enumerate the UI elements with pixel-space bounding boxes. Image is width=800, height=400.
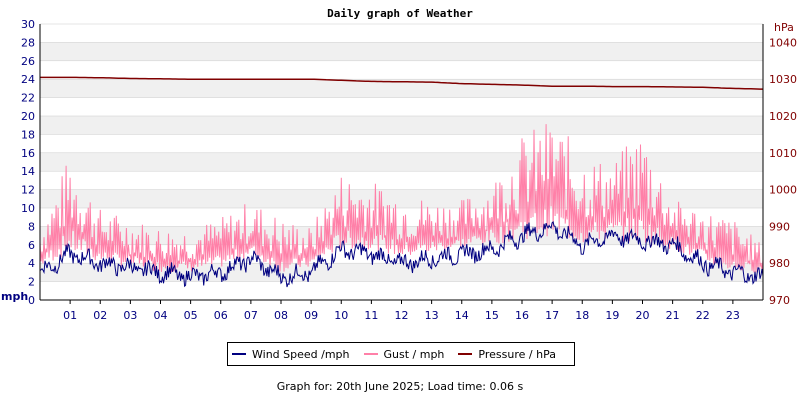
grid-band: [40, 152, 763, 172]
x-axis-tick-label: 19: [605, 309, 619, 322]
x-axis-tick-label: 11: [364, 309, 378, 322]
x-axis-tick-label: 13: [425, 309, 439, 322]
chart-legend: Wind Speed /mph Gust / mph Pressure / hP…: [227, 342, 575, 366]
left-axis-tick-label: 16: [21, 147, 35, 160]
x-axis-tick-label: 18: [575, 309, 589, 322]
x-axis-tick-label: 14: [455, 309, 469, 322]
x-axis-tick-label: 16: [515, 309, 529, 322]
x-axis-tick-label: 05: [184, 309, 198, 322]
grid-band: [40, 42, 763, 61]
left-axis-tick-label: 12: [21, 184, 35, 197]
x-axis-tick-label: 17: [545, 309, 559, 322]
x-axis-tick-label: 07: [244, 309, 258, 322]
x-axis-tick-label: 20: [636, 309, 650, 322]
legend-label-wind: Wind Speed /mph: [252, 347, 350, 361]
left-axis-tick-label: 22: [21, 92, 35, 105]
x-axis-tick-label: 10: [334, 309, 348, 322]
x-axis-tick-label: 09: [304, 309, 318, 322]
x-axis-tick-label: 22: [696, 309, 710, 322]
left-axis-tick-label: 20: [21, 110, 35, 123]
grid-bands: [40, 42, 763, 282]
x-axis-tick-label: 02: [93, 309, 107, 322]
x-axis-tick-label: 04: [154, 309, 168, 322]
grid-band: [40, 189, 763, 208]
x-axis-tick-label: 12: [395, 309, 409, 322]
x-axis-tick-label: 08: [274, 309, 288, 322]
left-axis-tick-label: 28: [21, 36, 35, 49]
left-axis-tick-label: 24: [21, 73, 35, 86]
left-axis-tick-label: 0: [28, 294, 35, 307]
legend-swatch-gust: [363, 353, 378, 355]
right-axis-tick-label: 990: [769, 220, 790, 233]
grid-band: [40, 79, 763, 98]
left-axis-tick-label: 2: [28, 276, 35, 289]
right-axis-tick-label: 1000: [769, 184, 797, 197]
right-axis-tick-label: 1010: [769, 147, 797, 160]
x-axis-tick-label: 21: [666, 309, 680, 322]
right-axis-tick-label: 1030: [769, 73, 797, 86]
grid-band: [40, 116, 763, 135]
x-axis-tick-label: 06: [214, 309, 228, 322]
footer-text: Graph for: 20th June 2025; Load time: 0.…: [276, 380, 524, 393]
right-axis-unit-label: hPa: [774, 21, 794, 34]
pressure-series-line: [40, 76, 763, 90]
left-axis-tick-label: 30: [21, 18, 35, 31]
gust-series-line: [39, 124, 764, 273]
legend-label-pressure: Pressure / hPa: [478, 347, 556, 361]
legend-swatch-pressure: [458, 353, 473, 355]
left-axis-tick-label: 26: [21, 55, 35, 68]
chart-title: Daily graph of Weather: [327, 7, 473, 20]
right-axis-tick-label: 970: [769, 294, 790, 307]
legend-item-wind: Wind Speed /mph: [232, 348, 350, 361]
legend-item-pressure: Pressure / hPa: [458, 348, 556, 361]
left-axis-tick-label: 10: [21, 202, 35, 215]
x-axis-tick-label: 15: [485, 309, 499, 322]
right-axis-tick-label: 1020: [769, 110, 797, 123]
left-axis-tick-label: 6: [28, 239, 35, 252]
legend-item-gust: Gust / mph: [363, 347, 445, 361]
plot-series: [39, 76, 764, 288]
x-axis-tick-label: 01: [63, 309, 77, 322]
legend-label-gust: Gust / mph: [383, 347, 445, 361]
right-axis-tick-label: 1040: [769, 36, 797, 49]
left-axis-tick-label: 8: [28, 220, 35, 233]
left-axis-tick-label: 4: [28, 257, 35, 270]
grid-band: [40, 263, 763, 282]
wind-speed-series-line: [39, 220, 764, 288]
left-axis-tick-label: 18: [21, 128, 35, 141]
left-axis-unit-label: mph: [1, 290, 28, 303]
right-axis-tick-label: 980: [769, 257, 790, 270]
x-axis-tick-label: 23: [726, 309, 740, 322]
x-axis-tick-label: 03: [123, 309, 137, 322]
legend-swatch-wind: [232, 353, 246, 355]
left-axis-tick-label: 14: [21, 165, 35, 178]
axes: 0246810121416182022242628309709809901000…: [21, 18, 797, 322]
